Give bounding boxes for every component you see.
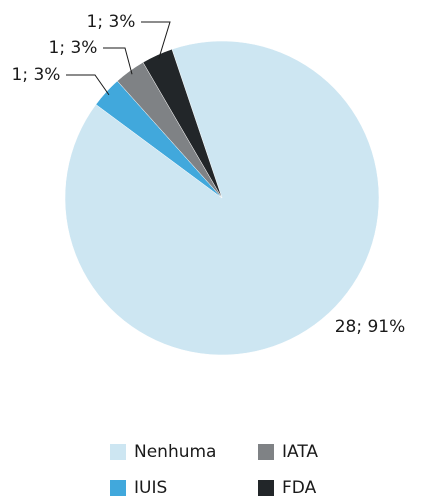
leader-line (141, 21, 171, 59)
data-label: 1; 3% (12, 65, 61, 85)
data-label: 1; 3% (49, 38, 98, 58)
data-label: 28; 91% (335, 317, 406, 337)
legend-label: Nenhuma (134, 442, 216, 462)
data-label: 1; 3% (87, 12, 136, 32)
legend-swatch (110, 444, 126, 460)
legend-swatch (258, 480, 274, 496)
legend-swatch (258, 444, 274, 460)
pie-slice (142, 48, 223, 199)
legend-label: IUIS (134, 478, 167, 498)
leader-line (103, 47, 133, 75)
leader-line (66, 74, 110, 96)
legend-swatch (110, 480, 126, 496)
legend-label: FDA (282, 478, 317, 498)
legend-label: IATA (282, 442, 318, 462)
